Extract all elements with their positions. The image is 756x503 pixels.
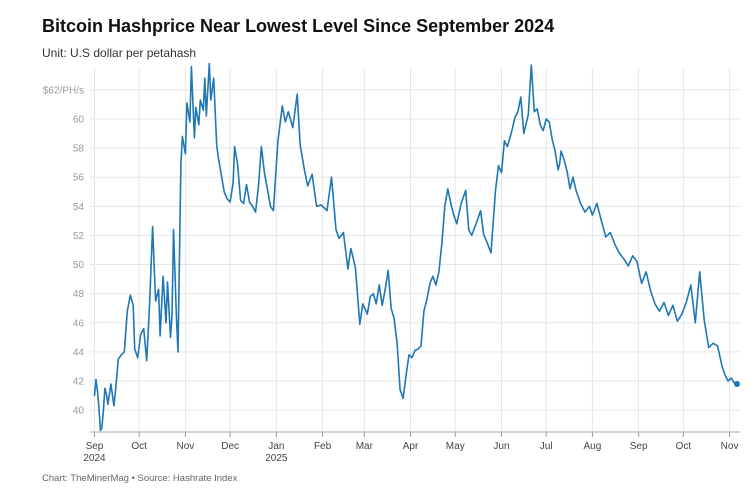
x-tick-year-label: 2025 xyxy=(265,453,288,464)
x-tick-label: Jun xyxy=(493,441,509,452)
x-tick-label: Feb xyxy=(314,441,332,452)
y-tick-label: 58 xyxy=(73,144,85,155)
y-tick-label: 48 xyxy=(73,289,85,300)
chart-title: Bitcoin Hashprice Near Lowest Level Sinc… xyxy=(42,16,555,36)
x-tick-label: Jan xyxy=(268,441,284,452)
x-tick-label: Oct xyxy=(676,441,692,452)
y-tick-label: 44 xyxy=(73,347,85,358)
x-tick-label: Nov xyxy=(177,441,195,452)
x-tick-label: Sep xyxy=(86,441,104,452)
x-tick-label: Jul xyxy=(540,441,553,452)
x-tick-label: Aug xyxy=(584,441,602,452)
y-tick-label: 46 xyxy=(73,318,85,329)
y-tick-label: $62/PH/s xyxy=(43,85,84,96)
x-tick-label: Oct xyxy=(131,441,147,452)
y-tick-label: 40 xyxy=(73,406,85,417)
y-tick-label: 52 xyxy=(73,231,85,242)
y-tick-label: 50 xyxy=(73,260,85,271)
x-tick-label: May xyxy=(446,441,465,452)
chart-source-footer: Chart: TheMinerMag • Source: Hashrate In… xyxy=(42,473,238,484)
x-tick-label: Mar xyxy=(356,441,374,452)
x-tick-year-label: 2024 xyxy=(83,453,106,464)
grid-layer xyxy=(90,68,740,437)
x-tick-label: Sep xyxy=(630,441,648,452)
y-tick-label: 56 xyxy=(73,173,85,184)
x-tick-label: Nov xyxy=(721,441,739,452)
series-layer xyxy=(93,62,741,432)
y-axis-labels: 40 42 44 46 48 50 52 54 56 58 60 $62/PH/s xyxy=(43,85,85,416)
x-tick-label: Apr xyxy=(403,441,419,452)
chart-subtitle: Unit: U.S dollar per petahash xyxy=(42,46,197,60)
y-tick-label: 42 xyxy=(73,377,85,388)
hashprice-series-line xyxy=(93,62,738,432)
y-tick-label: 60 xyxy=(73,114,85,125)
x-tick-label: Dec xyxy=(221,441,239,452)
series-end-point xyxy=(734,380,741,387)
y-tick-label: 54 xyxy=(73,202,85,213)
